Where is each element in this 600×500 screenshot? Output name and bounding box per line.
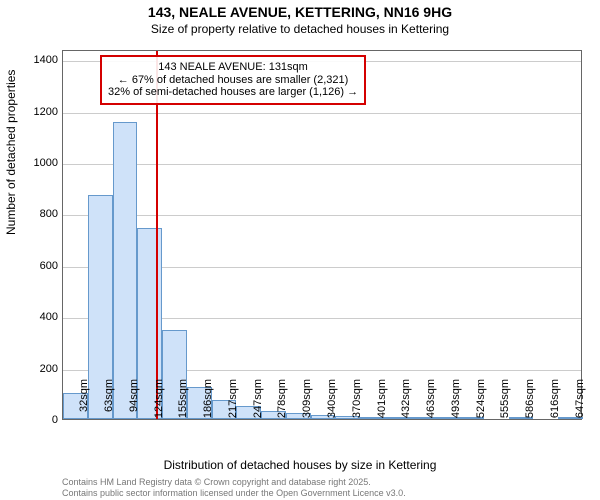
x-tick-label: 186sqm — [202, 379, 214, 424]
y-tick-label: 200 — [18, 363, 58, 375]
x-tick-label: 278sqm — [276, 379, 288, 424]
y-tick-label: 400 — [18, 311, 58, 323]
y-tick-label: 1200 — [18, 106, 58, 118]
x-tick-label: 370sqm — [351, 379, 363, 424]
x-tick-label: 524sqm — [475, 379, 487, 424]
y-axis-label: Number of detached properties — [4, 70, 18, 235]
y-tick-label: 1000 — [18, 157, 58, 169]
x-tick-label: 401sqm — [376, 379, 388, 424]
annotation-box: 143 NEALE AVENUE: 131sqm ← 67% of detach… — [100, 55, 366, 105]
annotation-line-1: 143 NEALE AVENUE: 131sqm — [108, 61, 358, 74]
grid-line — [63, 113, 581, 114]
x-tick-label: 32sqm — [78, 379, 90, 424]
histogram-bar — [113, 122, 138, 419]
x-tick-label: 555sqm — [499, 379, 511, 424]
reference-line — [156, 51, 158, 419]
y-tick-label: 600 — [18, 260, 58, 272]
x-tick-label: 616sqm — [549, 379, 561, 424]
x-tick-label: 309sqm — [301, 379, 313, 424]
x-tick-label: 94sqm — [128, 379, 140, 424]
chart-subtitle: Size of property relative to detached ho… — [0, 22, 600, 36]
attribution-line-2: Contains public sector information licen… — [62, 488, 406, 498]
x-tick-label: 493sqm — [450, 379, 462, 424]
y-tick-label: 0 — [18, 414, 58, 426]
attribution: Contains HM Land Registry data © Crown c… — [62, 477, 406, 498]
x-tick-label: 586sqm — [524, 379, 536, 424]
grid-line — [63, 215, 581, 216]
x-tick-label: 432sqm — [400, 379, 412, 424]
annotation-line-2: ← 67% of detached houses are smaller (2,… — [108, 74, 358, 87]
chart-title: 143, NEALE AVENUE, KETTERING, NN16 9HG — [0, 4, 600, 20]
x-tick-label: 217sqm — [227, 379, 239, 424]
x-axis-label: Distribution of detached houses by size … — [0, 458, 600, 472]
x-tick-label: 647sqm — [574, 379, 586, 424]
x-tick-label: 463sqm — [425, 379, 437, 424]
grid-line — [63, 164, 581, 165]
plot-area — [62, 50, 582, 420]
x-tick-label: 155sqm — [177, 379, 189, 424]
annotation-line-3: 32% of semi-detached houses are larger (… — [108, 86, 358, 99]
x-tick-label: 247sqm — [252, 379, 264, 424]
attribution-line-1: Contains HM Land Registry data © Crown c… — [62, 477, 406, 487]
y-tick-label: 800 — [18, 208, 58, 220]
x-tick-label: 63sqm — [103, 379, 115, 424]
x-tick-label: 124sqm — [153, 379, 165, 424]
x-tick-label: 340sqm — [326, 379, 338, 424]
y-tick-label: 1400 — [18, 54, 58, 66]
